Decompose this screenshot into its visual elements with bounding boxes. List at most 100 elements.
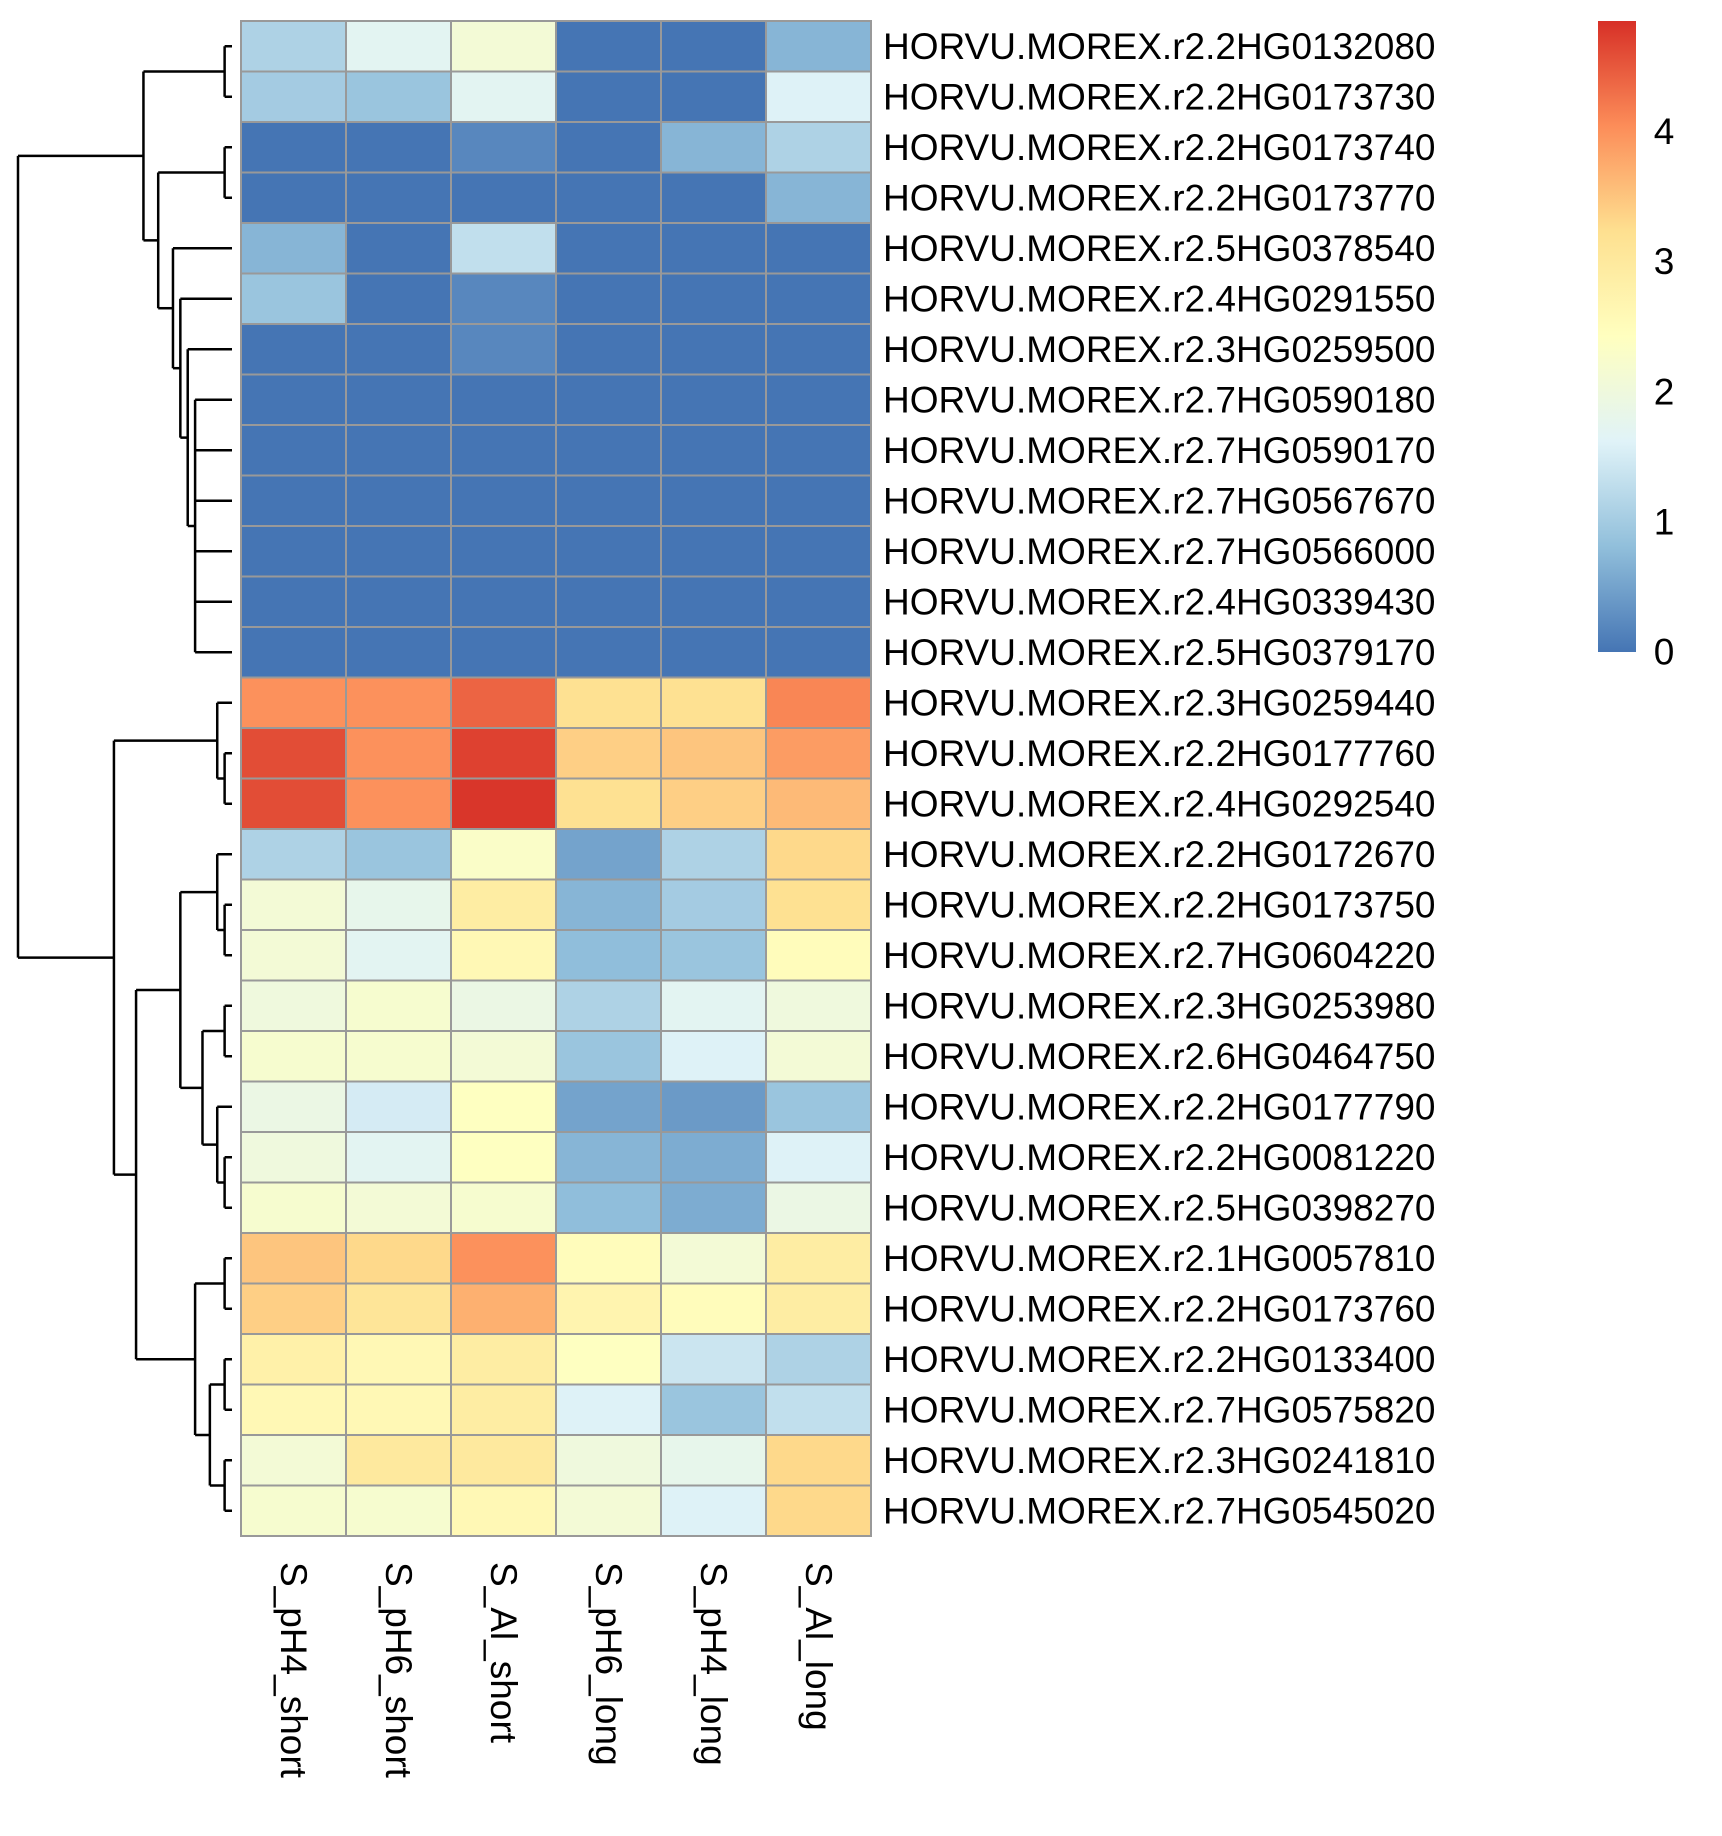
row-labels: HORVU.MOREX.r2.2HG0132080 HORVU.MOREX.r2.… — [883, 26, 1436, 1532]
heatmap-cell — [450, 1282, 557, 1335]
heatmap-cell — [240, 828, 347, 881]
heatmap-cell — [765, 424, 872, 477]
heatmap-cell — [450, 323, 557, 376]
heatmap-cell — [450, 1181, 557, 1234]
colorbar-tick-label: 2 — [1654, 371, 1675, 412]
row-dendrogram — [16, 45, 232, 1512]
heatmap-cell — [660, 474, 767, 527]
row-label: HORVU.MOREX.r2.2HG0133400 — [883, 1339, 1436, 1380]
heatmap-cell — [765, 525, 872, 578]
heatmap-cell — [555, 727, 662, 780]
heatmap-cell — [765, 373, 872, 426]
heatmap-cell — [450, 676, 557, 729]
row-label: HORVU.MOREX.r2.4HG0291550 — [883, 278, 1436, 319]
heatmap-cell — [555, 474, 662, 527]
heatmap-cell — [660, 323, 767, 376]
heatmap-cell — [345, 727, 452, 780]
row-label: HORVU.MOREX.r2.5HG0398270 — [883, 1187, 1436, 1228]
heatmap-cell — [660, 626, 767, 679]
row-label: HORVU.MOREX.r2.4HG0292540 — [883, 783, 1436, 824]
heatmap-cell — [240, 727, 347, 780]
heatmap-cell — [450, 777, 557, 830]
heatmap-cell — [555, 979, 662, 1032]
heatmap-cell — [555, 272, 662, 325]
heatmap-cell — [240, 1333, 347, 1386]
heatmap-cell — [555, 1383, 662, 1436]
heatmap-cell — [345, 272, 452, 325]
heatmap-cell — [660, 878, 767, 931]
heatmap-cell — [660, 828, 767, 881]
heatmap-cell — [240, 222, 347, 275]
heatmap-cell — [660, 1383, 767, 1436]
row-label: HORVU.MOREX.r2.7HG0590170 — [883, 430, 1436, 471]
row-label: HORVU.MOREX.r2.7HG0604220 — [883, 935, 1436, 976]
heatmap-cell — [660, 929, 767, 982]
heatmap-cell — [450, 1333, 557, 1386]
heatmap-cell — [345, 70, 452, 123]
heatmap-cell — [660, 1434, 767, 1487]
row-label: HORVU.MOREX.r2.7HG0575820 — [883, 1389, 1436, 1430]
heatmap-cell — [660, 1131, 767, 1184]
heatmap-cell — [345, 575, 452, 628]
colorbar-tick-label: 3 — [1654, 241, 1675, 282]
heatmap-cell — [240, 929, 347, 982]
column-labels: S_pH4_short S_pH6_short S_Al_short S_pH6_lo… — [273, 1562, 839, 1779]
row-label: HORVU.MOREX.r2.2HG0173740 — [883, 127, 1436, 168]
heatmap-cell — [345, 20, 452, 73]
heatmap-cell — [345, 1282, 452, 1335]
heatmap-cell — [660, 575, 767, 628]
heatmap-cell — [240, 121, 347, 174]
heatmap-cell — [765, 1080, 872, 1133]
heatmap-cell — [555, 323, 662, 376]
row-label: HORVU.MOREX.r2.5HG0378540 — [883, 228, 1436, 269]
heatmap-cell — [660, 121, 767, 174]
heatmap-cell — [450, 70, 557, 123]
heatmap-cell — [345, 1383, 452, 1436]
column-label: S_Al_long — [798, 1562, 839, 1731]
heatmap-cell — [450, 727, 557, 780]
heatmap-cell — [345, 1181, 452, 1234]
heatmap-cell — [240, 878, 347, 931]
heatmap-cell — [240, 20, 347, 73]
heatmap-cell — [450, 1131, 557, 1184]
heatmap-cell — [450, 373, 557, 426]
heatmap-cell — [660, 727, 767, 780]
row-label: HORVU.MOREX.r2.3HG0241810 — [883, 1440, 1436, 1481]
heatmap-cell — [345, 1434, 452, 1487]
row-label: HORVU.MOREX.r2.2HG0132080 — [883, 26, 1436, 67]
heatmap-cell — [345, 1333, 452, 1386]
heatmap-cell — [450, 1484, 557, 1537]
row-label: HORVU.MOREX.r2.3HG0259440 — [883, 682, 1436, 723]
heatmap-cell — [660, 525, 767, 578]
heatmap-cell — [345, 1030, 452, 1083]
heatmap-cell — [765, 1383, 872, 1436]
heatmap-cell — [765, 979, 872, 1032]
heatmap-cell — [450, 626, 557, 679]
heatmap-cell — [345, 676, 452, 729]
heatmap-cell — [555, 20, 662, 73]
heatmap-cell — [345, 777, 452, 830]
row-label: HORVU.MOREX.r2.2HG0172670 — [883, 834, 1436, 875]
heatmap-cell — [345, 424, 452, 477]
colorbar-tick-label: 4 — [1654, 111, 1675, 152]
heatmap-cell — [450, 1232, 557, 1285]
heatmap-cell — [660, 1282, 767, 1335]
heatmap-cell — [450, 121, 557, 174]
heatmap-cell — [660, 272, 767, 325]
heatmap-cell — [765, 1434, 872, 1487]
row-label: HORVU.MOREX.r2.2HG0177760 — [883, 733, 1436, 774]
heatmap-cell — [240, 1131, 347, 1184]
heatmap-cell — [450, 20, 557, 73]
heatmap-cell — [240, 1383, 347, 1436]
heatmap-cell — [765, 626, 872, 679]
column-label: S_Al_short — [483, 1562, 524, 1744]
heatmap-cell — [240, 575, 347, 628]
heatmap-cell — [555, 1080, 662, 1133]
heatmap-cell — [450, 474, 557, 527]
heatmap-cell — [765, 1232, 872, 1285]
heatmap-cell — [240, 1232, 347, 1285]
heatmap-cell — [240, 323, 347, 376]
heatmap-cell — [240, 272, 347, 325]
